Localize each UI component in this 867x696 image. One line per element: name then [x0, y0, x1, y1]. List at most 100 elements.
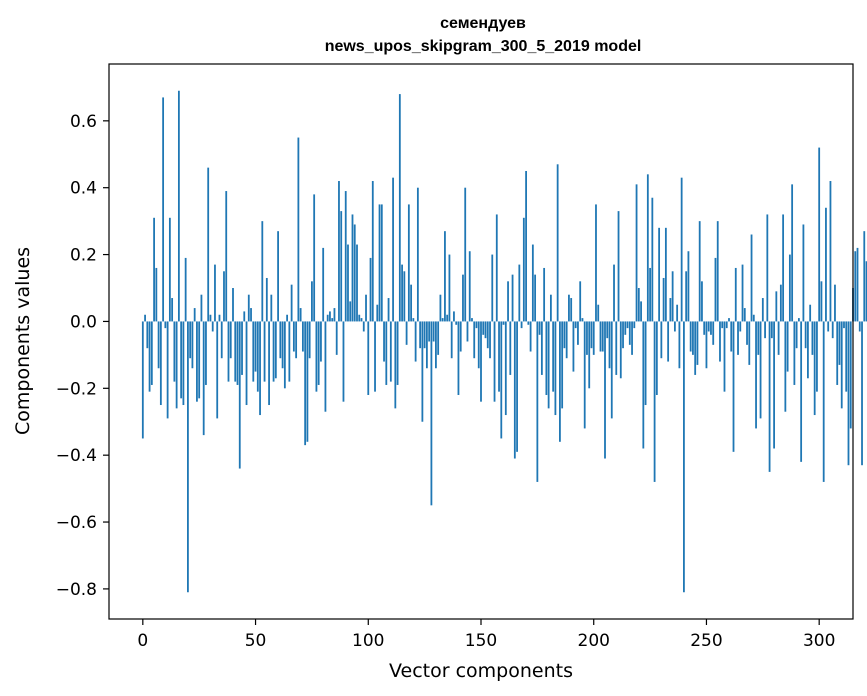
bar-270: [750, 234, 753, 322]
bar-227: [653, 321, 656, 482]
bar-295: [807, 321, 809, 379]
bar-207: [608, 321, 611, 369]
bar-110: [389, 321, 392, 382]
bar-116: [403, 271, 406, 322]
bar-64: [286, 314, 289, 322]
bar-255: [716, 221, 719, 322]
bar-225: [649, 267, 651, 322]
bar-10: [164, 321, 167, 329]
bar-51: [256, 321, 259, 392]
bar-90: [344, 191, 347, 322]
bar-154: [489, 321, 491, 359]
bar-182: [552, 321, 555, 392]
bar-37: [225, 191, 228, 322]
bar-301: [820, 281, 823, 322]
bar-313: [847, 321, 850, 466]
bar-61: [279, 321, 282, 359]
bar-205: [604, 321, 606, 459]
y-tick-label: 0.4: [70, 179, 97, 199]
bar-186: [561, 321, 564, 409]
bar-259: [725, 321, 728, 329]
bar-242: [687, 251, 690, 322]
bar-192: [574, 321, 577, 329]
bar-302: [822, 321, 825, 482]
bar-32: [214, 264, 216, 322]
bar-262: [732, 321, 735, 452]
bar-200: [592, 321, 595, 355]
x-tick-label: 100: [352, 631, 384, 651]
bar-91: [347, 244, 349, 322]
bar-8: [159, 321, 162, 406]
bar-247: [698, 221, 701, 322]
bar-49: [252, 321, 255, 382]
bar-261: [730, 321, 733, 352]
bar-244: [692, 321, 694, 355]
bar-196: [583, 321, 586, 429]
bar-141: [459, 321, 462, 352]
bar-50: [254, 321, 257, 372]
bar-278: [768, 321, 771, 472]
bar-99: [365, 294, 367, 322]
bar-20: [187, 321, 189, 593]
bar-84: [331, 318, 334, 322]
bar-2: [146, 321, 149, 349]
bar-237: [676, 304, 679, 322]
bar-157: [495, 214, 498, 322]
bar-316: [854, 251, 857, 322]
bar-94: [353, 224, 356, 322]
bar-26: [200, 294, 203, 322]
bar-7: [157, 321, 160, 369]
bar-175: [536, 321, 539, 482]
bar-35: [220, 321, 223, 359]
bar-15: [175, 321, 178, 409]
bar-101: [369, 257, 372, 322]
bar-98: [362, 321, 365, 332]
bar-180: [547, 321, 550, 409]
bar-45: [243, 311, 246, 322]
bar-170: [525, 170, 527, 322]
bar-208: [610, 321, 613, 419]
bar-173: [531, 244, 534, 322]
bar-277: [766, 214, 769, 322]
bar-243: [689, 321, 692, 352]
chart-title-line-1: семендуев: [440, 15, 526, 32]
bar-250: [705, 321, 708, 369]
bar-123: [419, 321, 422, 349]
bar-185: [559, 321, 561, 442]
bar-197: [586, 321, 588, 355]
bar-121: [414, 321, 417, 362]
bar-241: [685, 271, 688, 322]
bar-178: [543, 267, 546, 322]
bar-4: [150, 321, 153, 385]
bar-215: [626, 321, 629, 329]
bar-240: [683, 321, 685, 593]
bar-30: [209, 314, 212, 322]
bar-133: [441, 318, 444, 322]
bar-309: [838, 321, 841, 365]
bar-231: [662, 277, 665, 322]
bar-103: [374, 321, 376, 392]
bar-117: [405, 321, 408, 345]
bar-66: [290, 284, 293, 322]
bar-114: [398, 94, 401, 322]
bar-107: [383, 321, 385, 362]
bar-89: [342, 321, 345, 402]
bar-296: [809, 304, 812, 322]
bar-93: [351, 214, 354, 322]
bar-151: [482, 321, 485, 335]
bar-191: [572, 321, 575, 372]
bar-269: [748, 321, 751, 365]
bar-292: [800, 321, 803, 462]
bar-40: [232, 288, 234, 322]
bar-58: [272, 321, 275, 382]
bar-120: [412, 318, 415, 322]
bar-41: [234, 321, 237, 382]
bar-282: [777, 321, 780, 355]
bar-160: [502, 321, 505, 325]
bar-152: [484, 321, 487, 339]
bar-55: [265, 277, 268, 322]
bar-204: [601, 321, 604, 352]
bar-195: [581, 318, 584, 322]
bar-226: [651, 197, 654, 322]
bar-271: [752, 314, 755, 322]
